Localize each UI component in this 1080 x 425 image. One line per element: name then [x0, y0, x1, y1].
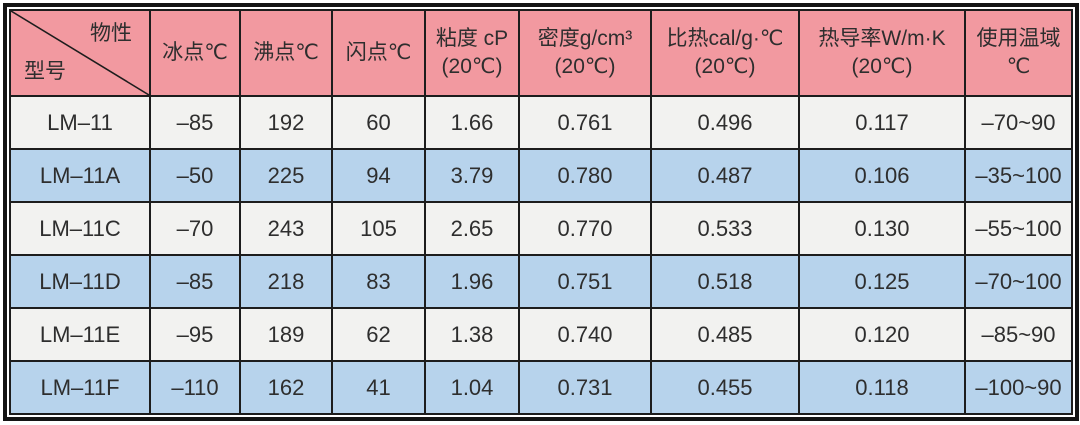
value-cell-density: 0.780 [518, 148, 652, 203]
value-cell-density: 0.731 [518, 360, 652, 415]
header-cell-flash-point: 闪点℃ [331, 9, 426, 97]
value-cell-freezing-point: –110 [149, 360, 241, 415]
model-cell: LM–11F [9, 360, 151, 415]
value-cell-boiling-point: 189 [239, 307, 333, 362]
header-label: 使用温域 [976, 26, 1061, 50]
header-cell-boiling-point: 沸点℃ [239, 9, 333, 97]
header-label: 密度g/cm³ [537, 26, 633, 50]
header-sublabel: (20℃) [694, 55, 756, 78]
table-row-lm-11c: LM–11C –70 243 105 2.65 0.770 0.533 0.13… [9, 201, 1073, 256]
value-cell-freezing-point: –85 [149, 254, 241, 309]
model-cell: LM–11A [9, 148, 151, 203]
value-cell-boiling-point: 192 [239, 95, 333, 150]
header-label: 粘度 cP [435, 26, 509, 50]
table-row-lm-11e: LM–11E –95 189 62 1.38 0.740 0.485 0.120… [9, 307, 1073, 362]
value-cell-specific-heat: 0.496 [650, 95, 800, 150]
header-cell-thermal-conductivity: 热导率W/m·K (20℃) [798, 9, 966, 97]
value-cell-operating-temp-range: –85~90 [964, 307, 1073, 362]
coolant-properties-table: 物性 型号 冰点℃ 沸点℃ 闪点℃ 粘度 cP (20℃) [9, 9, 1073, 415]
model-cell: LM–11E [9, 307, 151, 362]
value-cell-viscosity: 3.79 [424, 148, 520, 203]
value-cell-operating-temp-range: –100~90 [964, 360, 1073, 415]
value-cell-boiling-point: 225 [239, 148, 333, 203]
value-cell-operating-temp-range: –55~100 [964, 201, 1073, 256]
header-cell-freezing-point: 冰点℃ [149, 9, 241, 97]
diagonal-divider-line [12, 12, 148, 94]
header-sublabel: (20℃) [851, 55, 913, 78]
table-frame: 物性 型号 冰点℃ 沸点℃ 闪点℃ 粘度 cP (20℃) [3, 3, 1079, 421]
header-row: 物性 型号 冰点℃ 沸点℃ 闪点℃ 粘度 cP (20℃) [9, 9, 1073, 97]
value-cell-viscosity: 1.66 [424, 95, 520, 150]
value-cell-operating-temp-range: –35~100 [964, 148, 1073, 203]
header-label: 冰点℃ [162, 40, 228, 64]
value-cell-thermal-conductivity: 0.125 [798, 254, 966, 309]
header-cell-specific-heat: 比热cal/g·℃ (20℃) [650, 9, 800, 97]
value-cell-viscosity: 1.96 [424, 254, 520, 309]
header-cell-viscosity: 粘度 cP (20℃) [424, 9, 520, 97]
value-cell-boiling-point: 162 [239, 360, 333, 415]
corner-label-property: 物性 [90, 22, 132, 45]
header-sublabel: ℃ [1006, 55, 1031, 78]
corner-label-model: 型号 [24, 59, 66, 83]
model-cell: LM–11 [9, 95, 151, 150]
value-cell-viscosity: 1.04 [424, 360, 520, 415]
value-cell-thermal-conductivity: 0.106 [798, 148, 966, 203]
table-row-lm-11: LM–11 –85 192 60 1.66 0.761 0.496 0.117 … [9, 95, 1073, 150]
value-cell-thermal-conductivity: 0.130 [798, 201, 966, 256]
value-cell-freezing-point: –85 [149, 95, 241, 150]
value-cell-boiling-point: 218 [239, 254, 333, 309]
value-cell-thermal-conductivity: 0.117 [798, 95, 966, 150]
value-cell-freezing-point: –50 [149, 148, 241, 203]
header-sublabel: (20℃) [441, 55, 503, 78]
value-cell-thermal-conductivity: 0.120 [798, 307, 966, 362]
header-label: 比热cal/g·℃ [666, 26, 784, 50]
value-cell-operating-temp-range: –70~90 [964, 95, 1073, 150]
model-cell: LM–11C [9, 201, 151, 256]
value-cell-flash-point: 94 [331, 148, 426, 203]
value-cell-freezing-point: –70 [149, 201, 241, 256]
model-cell: LM–11D [9, 254, 151, 309]
table-row-lm-11a: LM–11A –50 225 94 3.79 0.780 0.487 0.106… [9, 148, 1073, 203]
header-cell-operating-temp-range: 使用温域 ℃ [964, 9, 1073, 97]
value-cell-specific-heat: 0.485 [650, 307, 800, 362]
value-cell-density: 0.740 [518, 307, 652, 362]
table-row-lm-11d: LM–11D –85 218 83 1.96 0.751 0.518 0.125… [9, 254, 1073, 309]
value-cell-specific-heat: 0.487 [650, 148, 800, 203]
table-row-lm-11f: LM–11F –110 162 41 1.04 0.731 0.455 0.11… [9, 360, 1073, 415]
value-cell-specific-heat: 0.533 [650, 201, 800, 256]
value-cell-operating-temp-range: –70~100 [964, 254, 1073, 309]
value-cell-flash-point: 41 [331, 360, 426, 415]
value-cell-flash-point: 105 [331, 201, 426, 256]
value-cell-density: 0.761 [518, 95, 652, 150]
header-label: 沸点℃ [253, 40, 319, 64]
corner-header-cell: 物性 型号 [9, 9, 151, 97]
header-sublabel: (20℃) [554, 55, 616, 78]
value-cell-viscosity: 2.65 [424, 201, 520, 256]
value-cell-specific-heat: 0.455 [650, 360, 800, 415]
value-cell-thermal-conductivity: 0.118 [798, 360, 966, 415]
header-label: 闪点℃ [345, 40, 412, 64]
header-label: 热导率W/m·K [818, 26, 946, 50]
value-cell-viscosity: 1.38 [424, 307, 520, 362]
value-cell-flash-point: 62 [331, 307, 426, 362]
value-cell-specific-heat: 0.518 [650, 254, 800, 309]
value-cell-freezing-point: –95 [149, 307, 241, 362]
value-cell-density: 0.751 [518, 254, 652, 309]
value-cell-boiling-point: 243 [239, 201, 333, 256]
value-cell-flash-point: 83 [331, 254, 426, 309]
value-cell-density: 0.770 [518, 201, 652, 256]
header-cell-density: 密度g/cm³ (20℃) [518, 9, 652, 97]
value-cell-flash-point: 60 [331, 95, 426, 150]
